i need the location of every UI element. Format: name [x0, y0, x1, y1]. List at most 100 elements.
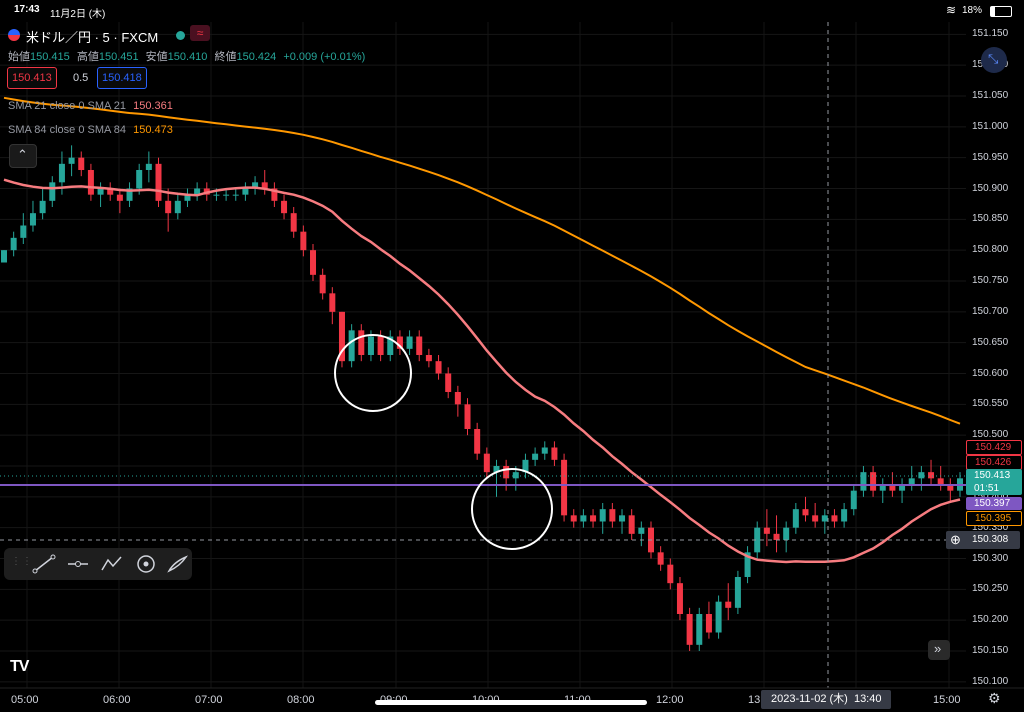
- circle-annotation[interactable]: [471, 468, 553, 550]
- candle-body: [850, 490, 857, 510]
- time-axis-label: 12:00: [656, 694, 684, 706]
- time-axis-label: 15:00: [933, 694, 961, 706]
- tag-last-price: 150.413 01:51: [966, 469, 1022, 495]
- indicator-value: 150.361: [133, 100, 173, 112]
- sma21-line: [3, 178, 961, 564]
- candle-body: [908, 478, 915, 485]
- candle-body: [319, 274, 326, 294]
- candle-body: [947, 484, 954, 491]
- candle-body: [493, 466, 500, 473]
- candle-body: [213, 194, 220, 196]
- candle-body: [242, 188, 249, 195]
- candle-body: [831, 515, 838, 522]
- candle-body: [300, 231, 307, 251]
- candle-body: [232, 194, 239, 196]
- price-axis-label: 150.350: [972, 521, 1009, 533]
- candle-body: [145, 163, 152, 170]
- price-axis-label: 150.250: [972, 583, 1009, 595]
- price-axis-label: 150.300: [972, 552, 1009, 564]
- candle-body: [68, 157, 75, 164]
- battery-icon: [990, 6, 1012, 17]
- collapse-legend-button[interactable]: ⌃: [9, 144, 37, 168]
- candle-body: [754, 527, 761, 553]
- candle-body: [928, 472, 935, 479]
- candle-body: [599, 509, 606, 522]
- candle-body: [899, 484, 906, 491]
- close-value: 150.424: [236, 51, 277, 63]
- candle-body: [20, 225, 27, 238]
- shrink-icon: ⤡: [988, 51, 999, 66]
- circle-annotation[interactable]: [334, 334, 412, 412]
- last-price-value: 150.413: [974, 470, 1011, 481]
- drag-handle-icon[interactable]: ⋮⋮: [11, 556, 33, 567]
- candle-body: [667, 564, 674, 584]
- price-axis-label: 150.950: [972, 151, 1009, 163]
- indicator-label: SMA 84 close 0 SMA 84: [8, 124, 127, 136]
- indicator-sma84[interactable]: SMA 84 close 0 SMA 84 150.473: [8, 124, 173, 136]
- magnet-icon[interactable]: [134, 554, 158, 574]
- plus-circle-icon[interactable]: ⊕: [950, 532, 961, 547]
- candle-body: [889, 484, 896, 491]
- candle-body: [483, 453, 490, 473]
- candle-body: [657, 552, 664, 565]
- time-axis-label: 07:00: [195, 694, 223, 706]
- horizontal-ray-icon[interactable]: [66, 554, 90, 574]
- price-axis-label: 150.500: [972, 429, 1009, 441]
- candle-body: [406, 336, 413, 349]
- brush-icon[interactable]: [166, 554, 190, 574]
- low-label: 安値: [145, 51, 168, 63]
- candle-body: [763, 527, 770, 534]
- time-axis-label: 06:00: [103, 694, 131, 706]
- candle-body: [78, 157, 85, 170]
- candle-body: [802, 509, 809, 516]
- candle-body: [725, 601, 732, 608]
- candle-body: [619, 515, 626, 522]
- candle-body: [686, 614, 693, 645]
- crosshair-price-tag[interactable]: ⊕ 150.308: [946, 531, 1020, 549]
- candle-body: [10, 237, 17, 251]
- candle-body: [310, 250, 317, 275]
- candle-body: [174, 200, 181, 214]
- price-axis-label: 150.700: [972, 305, 1009, 317]
- chevron-up-icon: ⌃: [17, 147, 28, 162]
- price-axis-label: 150.200: [972, 614, 1009, 626]
- candle-body: [136, 170, 143, 189]
- candle-body: [773, 533, 780, 540]
- price-axis-label: 150.400: [972, 491, 1008, 502]
- battery-percent: 18%: [962, 5, 983, 16]
- candle-body: [541, 447, 548, 454]
- trend-line-icon[interactable]: [32, 554, 56, 574]
- candle-body: [454, 392, 461, 405]
- candle-body: [532, 453, 539, 460]
- candle-body: [107, 188, 114, 195]
- settings-gear-icon[interactable]: ⚙: [988, 690, 1001, 706]
- candle-body: [580, 515, 587, 522]
- price-axis-label: 150.900: [972, 182, 1009, 194]
- chart-grid: [0, 22, 966, 688]
- open-label: 始値: [8, 51, 30, 63]
- candle-body: [937, 478, 944, 485]
- candle-body: [522, 459, 529, 473]
- status-time: 17:43: [14, 4, 40, 15]
- candle-body: [609, 509, 616, 522]
- candle-body: [39, 200, 46, 214]
- fullscreen-button[interactable]: ⤡: [981, 47, 1007, 73]
- candle-body: [165, 200, 172, 214]
- sell-price-button[interactable]: 150.413: [7, 67, 57, 89]
- candle-body: [338, 311, 345, 362]
- buy-price-button[interactable]: 150.418: [97, 67, 147, 89]
- candle-body: [570, 515, 577, 522]
- indicator-value: 150.473: [133, 124, 173, 136]
- candle-body: [705, 614, 712, 633]
- path-icon[interactable]: [100, 554, 124, 574]
- symbol-title[interactable]: 米ドル／円 · 5 · FXCM: [26, 30, 159, 45]
- candle-body: [252, 182, 259, 189]
- price-axis-label: 151.000: [972, 120, 1009, 132]
- indicator-sma21[interactable]: SMA 21 close 0 SMA 21 150.361: [8, 100, 173, 112]
- time-axis-label: 05:00: [11, 694, 39, 706]
- tag-low: 150.426: [966, 455, 1022, 470]
- candle-body: [58, 163, 65, 183]
- candle-body: [561, 459, 568, 516]
- scroll-to-realtime-button[interactable]: »: [928, 640, 950, 660]
- candle-body: [879, 484, 886, 491]
